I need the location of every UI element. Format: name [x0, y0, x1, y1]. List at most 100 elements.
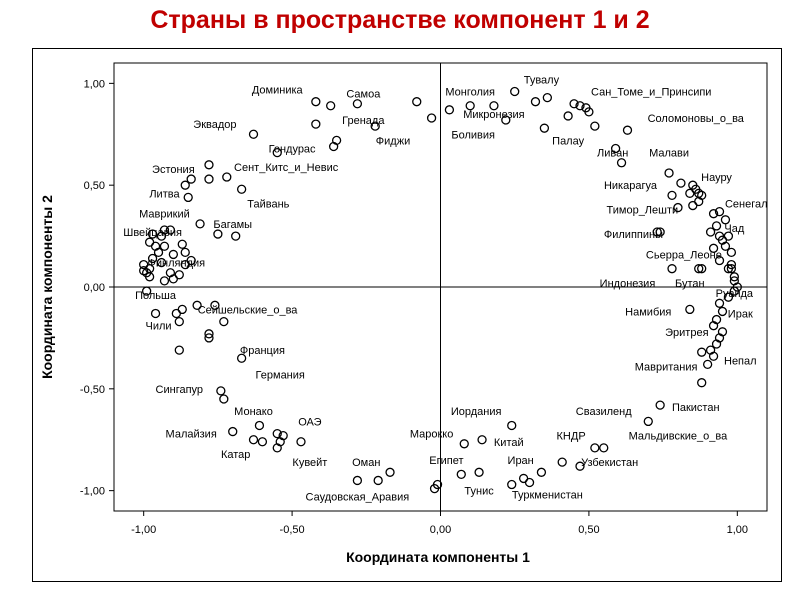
points-group: [139, 86, 742, 494]
data-point: [708, 209, 719, 219]
data-point: [697, 264, 707, 274]
data-point: [296, 437, 306, 447]
data-point: [195, 219, 205, 229]
data-point: [723, 264, 734, 274]
data-point: [717, 306, 728, 317]
point-label: Китай: [494, 437, 524, 449]
point-label: Германия: [256, 370, 305, 382]
data-point: [370, 121, 380, 131]
point-label: Сейшельские_о_ва: [198, 304, 299, 316]
point-label: Швейцария: [123, 227, 182, 239]
data-point: [610, 143, 621, 154]
data-point: [272, 443, 282, 453]
data-point: [192, 300, 202, 310]
data-point: [714, 207, 725, 217]
data-point: [228, 426, 238, 437]
data-point: [685, 304, 695, 315]
data-point: [412, 97, 422, 107]
axes-group: -1,00 -0,50 0,00 0,50 1,00 1,00 0,50 0,00 -0,50 -…: [80, 63, 767, 536]
data-point: [352, 99, 363, 109]
point-label: Мальдивские_о_ва: [629, 431, 728, 443]
data-point: [147, 253, 158, 264]
data-point: [667, 190, 677, 201]
data-point: [711, 221, 722, 231]
point-label: Узбекистан: [581, 457, 638, 469]
data-point: [708, 351, 719, 361]
data-point: [507, 479, 517, 490]
data-point: [524, 477, 535, 488]
point-label: Сингапур: [156, 384, 204, 396]
data-point: [147, 229, 158, 239]
data-point: [676, 178, 686, 188]
point-label: Египет: [429, 455, 463, 467]
point-label: Финляндия: [148, 258, 206, 270]
data-point: [177, 239, 187, 249]
point-label: ОАЭ: [298, 416, 321, 428]
point-label: Бутан: [675, 278, 705, 290]
page-title: Страны в пространстве компонент 1 и 2: [150, 6, 650, 34]
point-label: Самоа: [346, 89, 381, 101]
point-label: Тайвань: [247, 199, 289, 211]
data-point: [501, 115, 511, 125]
data-point: [144, 237, 155, 247]
data-point: [156, 257, 167, 268]
data-point: [174, 270, 184, 280]
point-label: Оман: [352, 457, 380, 469]
y-axis-label: Координата компоненты 2: [39, 195, 55, 379]
data-point: [177, 304, 187, 315]
y-tick-label: -1,00: [80, 486, 105, 498]
data-point: [459, 439, 469, 449]
point-label: Никарагуа: [604, 180, 658, 192]
data-point: [584, 107, 594, 117]
point-label: Катар: [221, 449, 250, 461]
data-point: [254, 420, 265, 431]
data-point: [213, 229, 223, 239]
data-point: [174, 316, 184, 327]
data-point: [507, 420, 517, 431]
point-label: Сан_Томе_и_Принсипи: [591, 87, 711, 99]
data-point: [723, 292, 734, 302]
point-label: Тувалу: [524, 74, 560, 86]
point-label: Польша: [135, 290, 177, 302]
data-point: [569, 99, 579, 109]
data-point: [456, 469, 466, 479]
data-point: [474, 467, 484, 477]
data-point: [590, 443, 600, 453]
point-label: Иран: [508, 455, 534, 467]
data-point: [643, 416, 653, 427]
data-point: [248, 435, 259, 445]
data-point: [139, 259, 149, 270]
data-point: [694, 264, 704, 274]
point-label: Монголия: [445, 87, 495, 99]
point-label: Мавритания: [635, 361, 698, 373]
data-point: [685, 188, 695, 198]
point-label: Микронезия: [463, 109, 524, 121]
data-point: [575, 101, 585, 111]
point-label: Марокко: [410, 429, 454, 441]
data-point: [673, 202, 683, 213]
data-point: [373, 475, 383, 486]
data-point: [385, 467, 395, 477]
data-point: [711, 339, 722, 349]
data-point: [655, 400, 665, 410]
point-label: Эритрея: [665, 327, 708, 339]
data-point: [168, 249, 179, 260]
data-point: [726, 247, 737, 258]
data-point: [557, 457, 567, 467]
point-label: Ливан: [597, 148, 628, 160]
data-point: [204, 174, 214, 184]
point-label: Филиппины: [604, 229, 663, 241]
data-point: [705, 227, 716, 237]
y-tick-label: 0,50: [84, 180, 105, 192]
chart-frame: [32, 48, 782, 582]
point-label: Гондурас: [269, 144, 316, 156]
data-point: [720, 215, 731, 225]
data-point: [159, 225, 170, 235]
data-point: [141, 286, 152, 296]
data-point: [222, 172, 232, 182]
y-tick-label: -0,50: [80, 384, 105, 396]
point-label: Сент_Китс_и_Невис: [234, 162, 339, 174]
data-point: [726, 264, 737, 274]
point-label: КНДР: [557, 431, 586, 443]
